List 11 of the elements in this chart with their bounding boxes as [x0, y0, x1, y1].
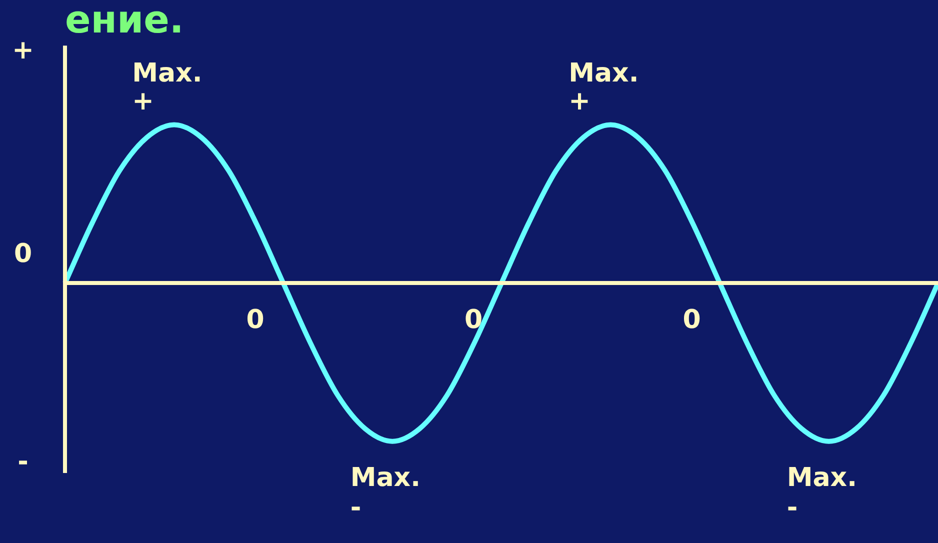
text: -: [18, 446, 28, 477]
annotation: Max. +: [568, 58, 639, 116]
annotation: 0: [464, 304, 483, 335]
annotation: 0: [682, 304, 701, 335]
annotation: Max. -: [786, 463, 857, 524]
annotation: Max. -: [350, 463, 420, 524]
text: 0: [14, 238, 32, 269]
chart-title: ение.: [65, 0, 184, 42]
annotation: Max. +: [132, 58, 202, 116]
text: +: [12, 35, 34, 66]
annotation: 0: [246, 304, 264, 335]
